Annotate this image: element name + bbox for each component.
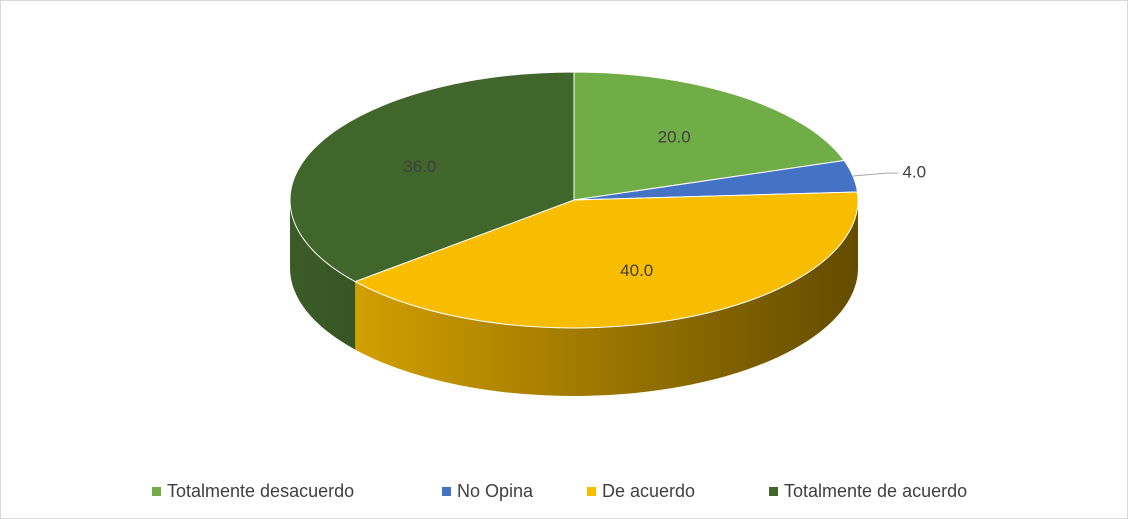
legend-label: No Opina [457, 481, 534, 501]
slice-side-shade [355, 200, 858, 396]
data-label: 4.0 [902, 163, 926, 182]
legend-marker [587, 487, 596, 496]
data-label: 40.0 [620, 261, 653, 280]
legend-label: Totalmente desacuerdo [167, 481, 354, 501]
leader-line [852, 172, 899, 177]
data-label: 36.0 [403, 157, 436, 176]
legend-marker [769, 487, 778, 496]
legend-label: De acuerdo [602, 481, 695, 501]
slice [573, 71, 845, 201]
slice [353, 191, 859, 329]
data-label: 20.0 [658, 127, 691, 146]
slice [289, 71, 575, 283]
legend-label: Totalmente de acuerdo [784, 481, 967, 501]
legend-marker [442, 487, 451, 496]
slice-side-shade [290, 200, 356, 350]
legend-marker [152, 487, 161, 496]
